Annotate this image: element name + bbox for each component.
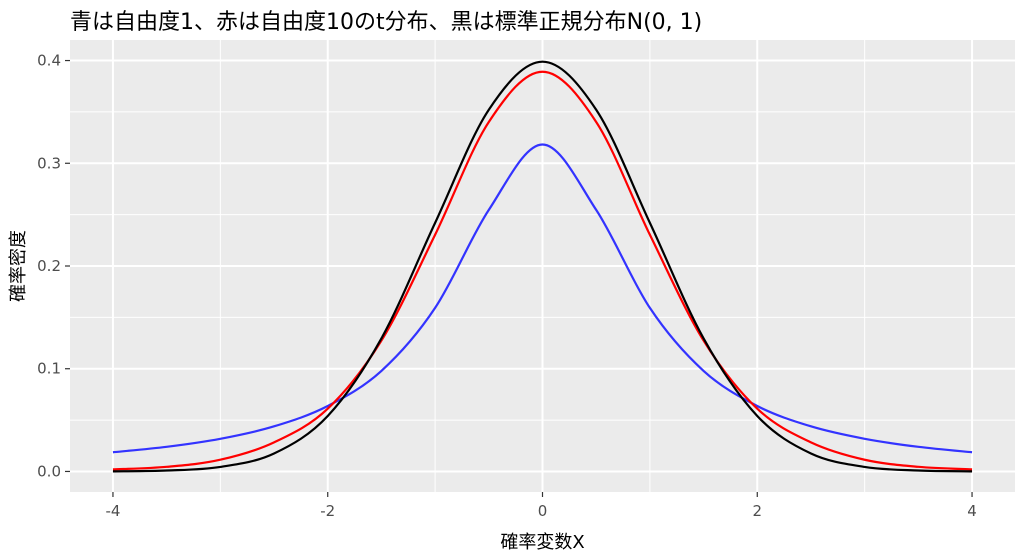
y-axis: 0.0 0.1 0.2 0.3 0.4: [37, 52, 70, 480]
y-tick-label: 0.3: [37, 154, 61, 172]
x-tick-label: 4: [967, 502, 977, 520]
x-axis-title: 確率変数X: [500, 532, 584, 553]
x-axis: -4 -2 0 2 4: [105, 492, 977, 520]
series-line-2: [112, 60, 973, 473]
x-tick-label: 2: [752, 502, 762, 520]
y-tick-label: 0.4: [37, 52, 61, 70]
y-tick-label: 0.2: [37, 257, 61, 275]
chart-title: 青は自由度1、赤は自由度10のt分布、黒は標準正規分布N(0, 1): [70, 10, 703, 35]
series-layer: [112, 60, 973, 473]
major-gridlines: [70, 40, 1015, 492]
x-tick-label: -2: [320, 502, 335, 520]
y-tick-label: 0.1: [37, 360, 61, 378]
y-tick-label: 0.0: [37, 462, 61, 480]
y-axis-title: 確率密度: [8, 230, 29, 302]
x-tick-label: -4: [105, 502, 120, 520]
x-tick-label: 0: [538, 502, 548, 520]
series-line-0: [112, 143, 973, 454]
series-line-1: [112, 70, 973, 471]
